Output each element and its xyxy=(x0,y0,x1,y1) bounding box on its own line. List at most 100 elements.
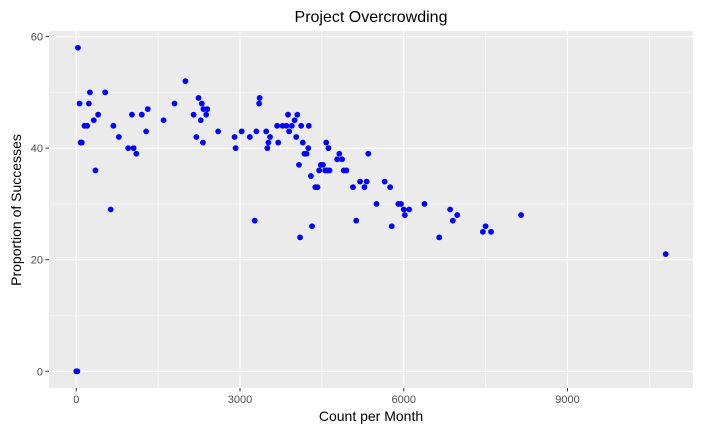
data-point xyxy=(84,122,91,129)
data-point xyxy=(479,228,486,235)
data-point xyxy=(102,89,109,96)
data-point xyxy=(361,184,368,191)
data-point xyxy=(336,150,343,157)
data-point xyxy=(190,111,197,118)
data-point xyxy=(95,111,102,118)
data-point xyxy=(488,228,494,235)
data-point xyxy=(160,117,167,124)
plot-panel xyxy=(49,31,693,388)
data-point xyxy=(92,167,99,174)
data-point xyxy=(436,234,443,241)
data-point xyxy=(334,156,341,163)
data-point xyxy=(447,206,454,213)
data-point xyxy=(274,122,281,129)
data-point xyxy=(296,161,302,168)
data-point xyxy=(129,111,135,118)
data-point xyxy=(285,111,291,118)
data-point xyxy=(182,78,189,85)
data-point xyxy=(138,111,145,118)
y-tick-label: 40 xyxy=(31,143,43,155)
data-point xyxy=(87,89,93,96)
data-point xyxy=(373,201,380,207)
x-tick-label: 0 xyxy=(73,394,79,406)
y-tick-label: 20 xyxy=(31,255,43,267)
data-point xyxy=(263,128,270,135)
data-point xyxy=(454,212,461,218)
data-point xyxy=(110,122,117,129)
data-point xyxy=(253,128,260,135)
data-point xyxy=(518,212,524,218)
data-point xyxy=(200,139,206,146)
data-point xyxy=(74,368,81,375)
data-point xyxy=(365,150,372,157)
y-axis-title: Proportion of Successes xyxy=(8,134,24,286)
data-point xyxy=(363,178,370,185)
data-point xyxy=(298,122,305,129)
data-point xyxy=(293,134,300,140)
data-point xyxy=(133,150,140,157)
axis-ticks xyxy=(45,36,568,392)
data-point xyxy=(197,117,204,124)
data-point xyxy=(353,217,360,224)
data-point xyxy=(326,167,333,174)
data-point xyxy=(264,145,271,152)
data-point xyxy=(339,156,345,163)
data-point xyxy=(144,106,151,112)
data-point xyxy=(283,122,290,129)
data-point xyxy=(316,167,323,174)
data-point xyxy=(204,106,211,112)
x-tick-label: 9000 xyxy=(555,394,579,406)
data-points xyxy=(73,44,669,375)
data-point xyxy=(291,117,298,124)
data-point xyxy=(115,134,122,140)
data-point xyxy=(323,139,330,146)
data-point xyxy=(256,95,263,101)
data-point xyxy=(381,178,388,185)
data-point xyxy=(232,145,239,152)
x-tick-label: 3000 xyxy=(228,394,252,406)
data-point xyxy=(125,145,132,152)
data-point xyxy=(303,150,310,157)
data-point xyxy=(195,95,202,101)
data-point xyxy=(297,234,303,241)
data-point xyxy=(314,184,321,191)
data-point xyxy=(387,184,394,191)
data-point xyxy=(78,139,85,146)
data-point xyxy=(662,251,669,258)
data-point xyxy=(305,145,312,152)
x-axis-title: Count per Month xyxy=(319,408,423,424)
data-point xyxy=(256,100,263,107)
data-point xyxy=(143,128,150,135)
data-point xyxy=(246,134,253,140)
minor-gridlines xyxy=(49,31,693,388)
data-point xyxy=(275,139,282,146)
data-point xyxy=(75,44,81,51)
data-point xyxy=(294,111,301,118)
data-point xyxy=(308,173,314,179)
data-point xyxy=(286,128,293,135)
data-point xyxy=(449,217,456,224)
data-point xyxy=(198,100,205,107)
data-point xyxy=(130,145,137,152)
data-point xyxy=(401,212,408,218)
data-point xyxy=(265,139,272,146)
data-point xyxy=(90,117,97,124)
y-tick-label: 0 xyxy=(37,366,43,378)
data-point xyxy=(76,100,83,107)
data-point xyxy=(193,134,200,140)
chart-title: Project Overcrowding xyxy=(295,9,448,26)
data-point xyxy=(238,128,245,135)
data-point xyxy=(299,139,306,146)
y-tick-label: 60 xyxy=(31,32,43,44)
data-point xyxy=(343,167,350,174)
data-point xyxy=(400,206,407,213)
x-tick-label: 6000 xyxy=(392,394,416,406)
data-point xyxy=(267,134,273,140)
data-point xyxy=(325,145,332,152)
data-point xyxy=(309,223,315,230)
data-point xyxy=(203,111,210,118)
axis-tick-labels: 0 3000 6000 9000 0 20 40 60 xyxy=(31,32,580,406)
data-point xyxy=(357,178,363,185)
